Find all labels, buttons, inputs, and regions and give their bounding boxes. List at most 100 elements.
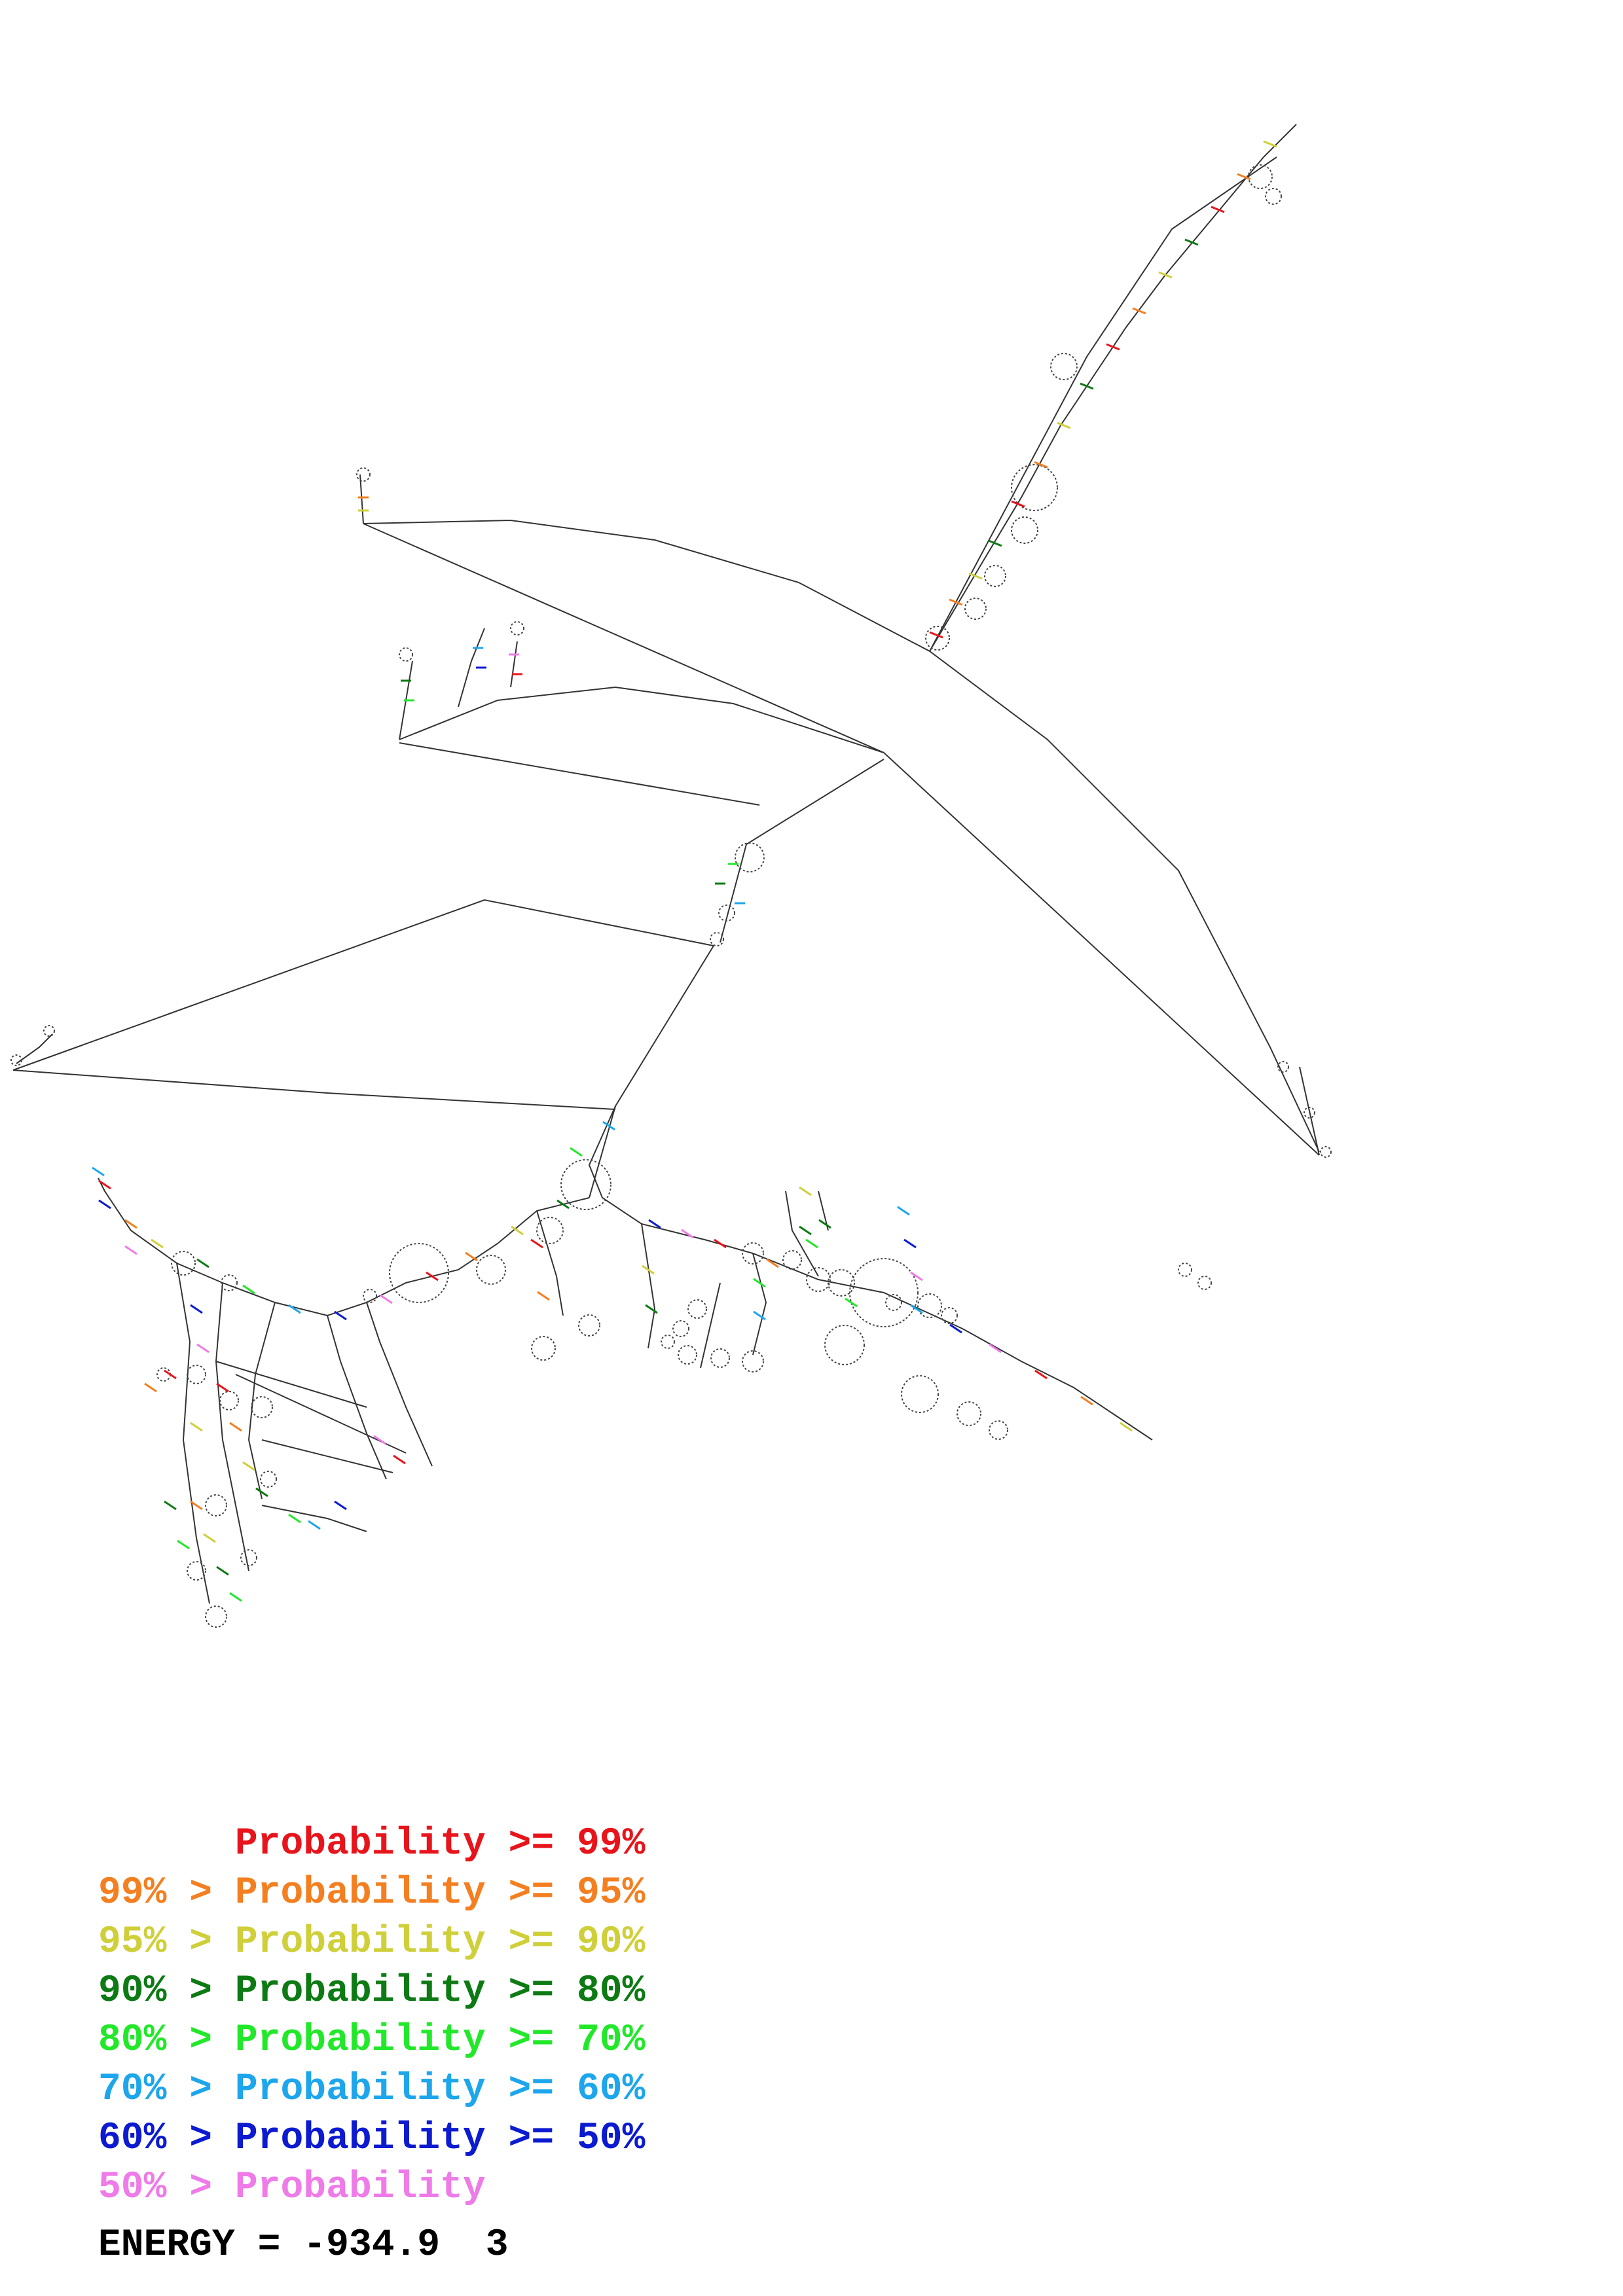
legend-upper: 80%: [98, 2019, 190, 2062]
legend-sep: >: [189, 1921, 235, 1964]
backbone-segment: [327, 1315, 387, 1480]
probability-legend: Probability >= 99% 99% > Probability >= 9…: [98, 1820, 645, 2212]
backbone-segment: [615, 945, 714, 1107]
loop: [661, 1335, 675, 1349]
stem: [288, 1513, 301, 1524]
stem: [177, 1539, 190, 1550]
stem: [1057, 422, 1071, 429]
legend-sep: >: [189, 2019, 235, 2062]
backbone-lines: [12, 124, 1320, 1604]
loop: [476, 1255, 506, 1285]
legend-label: Probability: [234, 1823, 509, 1865]
legend-sep: >: [189, 1970, 235, 2013]
legend-lower: 70%: [576, 2019, 646, 2062]
stem: [1237, 173, 1251, 181]
stem: [1120, 1422, 1133, 1432]
backbone-segment: [12, 899, 714, 1071]
loop: [221, 1274, 238, 1291]
rna-secondary-structure-diagram: [10, 124, 1332, 1628]
stem: [648, 1219, 661, 1229]
backbone-segment: [399, 686, 884, 753]
loop: [1011, 464, 1058, 511]
legend-op: [509, 2166, 577, 2209]
loop: [735, 842, 765, 872]
legend-op: >=: [508, 1921, 577, 1964]
loop: [251, 1396, 273, 1418]
backbone-segment: [235, 1374, 407, 1454]
stem: [903, 1238, 917, 1249]
energy-value: -934.9: [303, 2224, 441, 2267]
loop: [678, 1345, 697, 1365]
backbone-segment: [261, 1505, 367, 1532]
loop: [1197, 1276, 1212, 1290]
loop: [399, 647, 413, 662]
stem: [465, 1251, 478, 1262]
legend-sep: >: [189, 1872, 235, 1914]
stem: [968, 572, 983, 580]
legend-label: Probability: [234, 1872, 509, 1914]
legend-op: >=: [508, 2019, 577, 2062]
stem: [308, 1520, 321, 1530]
loop: [1248, 164, 1273, 189]
loop: [260, 1471, 277, 1488]
legend-sep: >: [189, 2166, 235, 2209]
backbone-segment: [98, 1177, 590, 1317]
backbone-segment: [588, 1105, 1153, 1441]
legend-lower: 50%: [576, 2117, 646, 2160]
stem: [714, 1238, 727, 1249]
loop: [560, 1159, 611, 1210]
legend-label: Probability: [234, 2068, 509, 2111]
backbone-segment: [700, 1282, 721, 1369]
backbone-segment: [752, 1253, 767, 1355]
backbone-segment: [929, 156, 1277, 652]
stem: [196, 1258, 210, 1268]
stem: [799, 1186, 812, 1196]
backbone-segment: [720, 844, 747, 943]
stem: [766, 1258, 779, 1268]
stem: [373, 1435, 386, 1445]
backbone-segment: [510, 641, 518, 688]
loop: [240, 1549, 257, 1566]
backbone-segment: [12, 1069, 616, 1110]
legend-row: 50% > Probability: [98, 2163, 645, 2212]
loop: [389, 1243, 449, 1303]
stem: [196, 1343, 210, 1354]
legend-row: 99% > Probability >= 95%: [98, 1869, 645, 1918]
stem: [288, 1304, 301, 1314]
stem: [203, 1533, 216, 1543]
loop: [806, 1267, 831, 1292]
backbone-segment: [1299, 1066, 1320, 1156]
stem: [910, 1304, 923, 1314]
loop: [10, 1054, 22, 1066]
stem: [334, 1310, 347, 1321]
legend-row: 80% > Probability >= 70%: [98, 2016, 645, 2065]
loop: [171, 1251, 196, 1276]
loop: [1277, 1061, 1289, 1073]
stem: [242, 1284, 255, 1295]
legend-row: 90% > Probability >= 80%: [98, 1967, 645, 2016]
legend-upper: 90%: [98, 1970, 190, 2013]
stem: [190, 1422, 203, 1432]
stem: [92, 1166, 105, 1177]
structure-stems: [92, 140, 1277, 1602]
loop: [1050, 353, 1078, 380]
loop: [710, 932, 724, 946]
legend-upper: 99%: [98, 1872, 190, 1914]
stem: [1034, 461, 1048, 469]
energy-label: ENERGY: [98, 2224, 235, 2267]
loop: [578, 1314, 600, 1336]
stem: [570, 1147, 583, 1157]
stem: [1080, 1395, 1093, 1406]
backbone-segment: [458, 628, 485, 708]
stem: [255, 1487, 268, 1498]
loop: [710, 1348, 730, 1368]
backbone-segment: [589, 1105, 616, 1198]
backbone-segment: [785, 1191, 819, 1277]
stem: [537, 1291, 550, 1301]
loop: [742, 1350, 764, 1372]
energy-equals: =: [257, 2224, 281, 2267]
loop: [849, 1258, 919, 1327]
stem: [989, 1343, 1002, 1354]
legend-upper: [98, 1823, 189, 1865]
legend-upper: 95%: [98, 1921, 190, 1964]
